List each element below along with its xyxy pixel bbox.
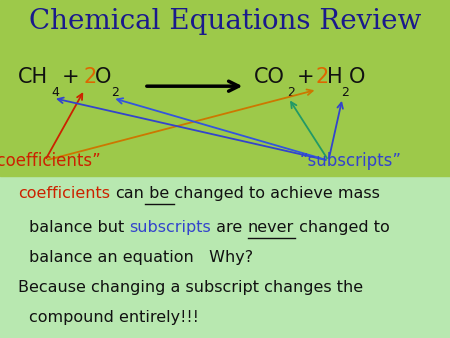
Text: “coefficients”: “coefficients” xyxy=(0,151,101,170)
Text: +: + xyxy=(297,67,315,87)
Text: changed to: changed to xyxy=(294,219,390,235)
Text: 2: 2 xyxy=(287,86,295,99)
Text: 2: 2 xyxy=(316,67,329,87)
Bar xyxy=(0,0,450,176)
Text: coefficients: coefficients xyxy=(18,186,110,201)
Text: Because changing a subscript changes the: Because changing a subscript changes the xyxy=(18,280,363,295)
Text: H: H xyxy=(327,67,343,87)
Text: O: O xyxy=(349,67,365,87)
Text: are: are xyxy=(212,219,248,235)
Text: Chemical Equations Review: Chemical Equations Review xyxy=(29,8,421,35)
Text: never: never xyxy=(248,219,294,235)
Text: CH: CH xyxy=(18,67,48,87)
Text: 2: 2 xyxy=(83,67,96,87)
Text: 4: 4 xyxy=(52,86,59,99)
Text: 2: 2 xyxy=(341,86,349,99)
Text: 2: 2 xyxy=(111,86,119,99)
Text: subscripts: subscripts xyxy=(130,219,212,235)
Text: balance an equation   Why?: balance an equation Why? xyxy=(29,250,253,265)
Text: can: can xyxy=(115,186,144,201)
Text: CO: CO xyxy=(254,67,285,87)
Text: be changed to achieve mass: be changed to achieve mass xyxy=(144,186,380,201)
Text: +: + xyxy=(62,67,80,87)
Text: compound entirely!!!: compound entirely!!! xyxy=(29,310,199,325)
Text: balance but: balance but xyxy=(29,219,130,235)
Text: “subscripts”: “subscripts” xyxy=(300,151,402,170)
Text: O: O xyxy=(94,67,111,87)
